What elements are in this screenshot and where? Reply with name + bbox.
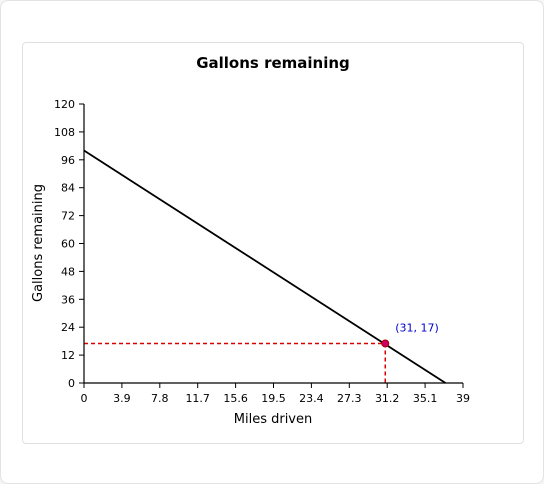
y-tick-label: 60 (61, 238, 75, 251)
x-tick-label: 31.2 (375, 392, 400, 405)
axes (84, 104, 463, 383)
y-tick-label: 96 (61, 154, 75, 167)
x-tick-label: 15.6 (223, 392, 248, 405)
y-tick-label: 36 (61, 293, 75, 306)
y-tick-label: 12 (61, 349, 75, 362)
y-tick-label: 24 (61, 321, 75, 334)
series-line (84, 151, 446, 384)
series-group (84, 151, 446, 384)
highlight-group: (31, 17) (382, 321, 439, 347)
y-tick-label: 0 (68, 377, 75, 390)
y-tick-label: 120 (54, 98, 75, 111)
y-tick-label: 72 (61, 210, 75, 223)
guide-lines (84, 343, 385, 383)
chart-card: Gallons remaining 0 3.9 7.8 11.7 15.6 19.5 23.… (22, 42, 524, 444)
x-tick-label: 3.9 (113, 392, 130, 405)
x-tick-label: 19.5 (261, 392, 286, 405)
x-tick-label: 39 (456, 392, 470, 405)
x-tick-label: 35.1 (413, 392, 438, 405)
x-axis-label: Miles driven (234, 412, 312, 427)
highlight-point (382, 340, 389, 347)
x-tick-label: 7.8 (151, 392, 169, 405)
y-axis-ticks: 0 12 24 36 48 60 72 84 96 108 120 (54, 98, 84, 390)
x-tick-label: 11.7 (185, 392, 210, 405)
chart-svg: Gallons remaining 0 3.9 7.8 11.7 15.6 19.5 23.… (23, 43, 523, 443)
point-annotation: (31, 17) (395, 321, 439, 334)
x-axis-ticks: 0 3.9 7.8 11.7 15.6 19.5 23.4 27.3 31.2 35.1 39 (81, 383, 471, 405)
y-tick-label: 84 (61, 182, 75, 195)
x-tick-label: 23.4 (299, 392, 324, 405)
y-axis-label: Gallons remaining (31, 184, 46, 302)
x-tick-label: 27.3 (337, 392, 362, 405)
chart-title: Gallons remaining (196, 54, 350, 72)
x-tick-label: 0 (81, 392, 88, 405)
y-tick-label: 48 (61, 265, 75, 278)
y-tick-label: 108 (54, 126, 75, 139)
